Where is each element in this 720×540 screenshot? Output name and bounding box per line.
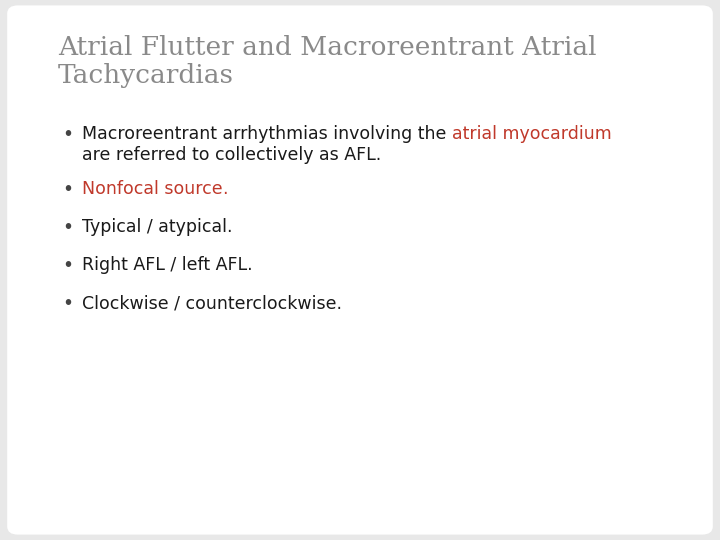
Text: •: • [63,180,73,199]
Text: Clockwise / counterclockwise.: Clockwise / counterclockwise. [82,294,342,312]
Text: •: • [63,294,73,313]
Text: Atrial Flutter and Macroreentrant Atrial: Atrial Flutter and Macroreentrant Atrial [58,35,596,60]
Text: atrial myocardium: atrial myocardium [452,125,611,143]
Text: Tachycardias: Tachycardias [58,63,234,88]
Text: .: . [222,180,228,198]
Text: •: • [63,125,73,144]
Text: are referred to collectively as AFL.: are referred to collectively as AFL. [82,146,382,164]
Text: Macroreentrant arrhythmias involving the: Macroreentrant arrhythmias involving the [82,125,452,143]
Text: Typical / atypical.: Typical / atypical. [82,218,233,236]
Text: Right AFL / left AFL.: Right AFL / left AFL. [82,256,253,274]
Text: •: • [63,256,73,275]
Text: Nonfocal source: Nonfocal source [82,180,222,198]
Text: •: • [63,218,73,237]
